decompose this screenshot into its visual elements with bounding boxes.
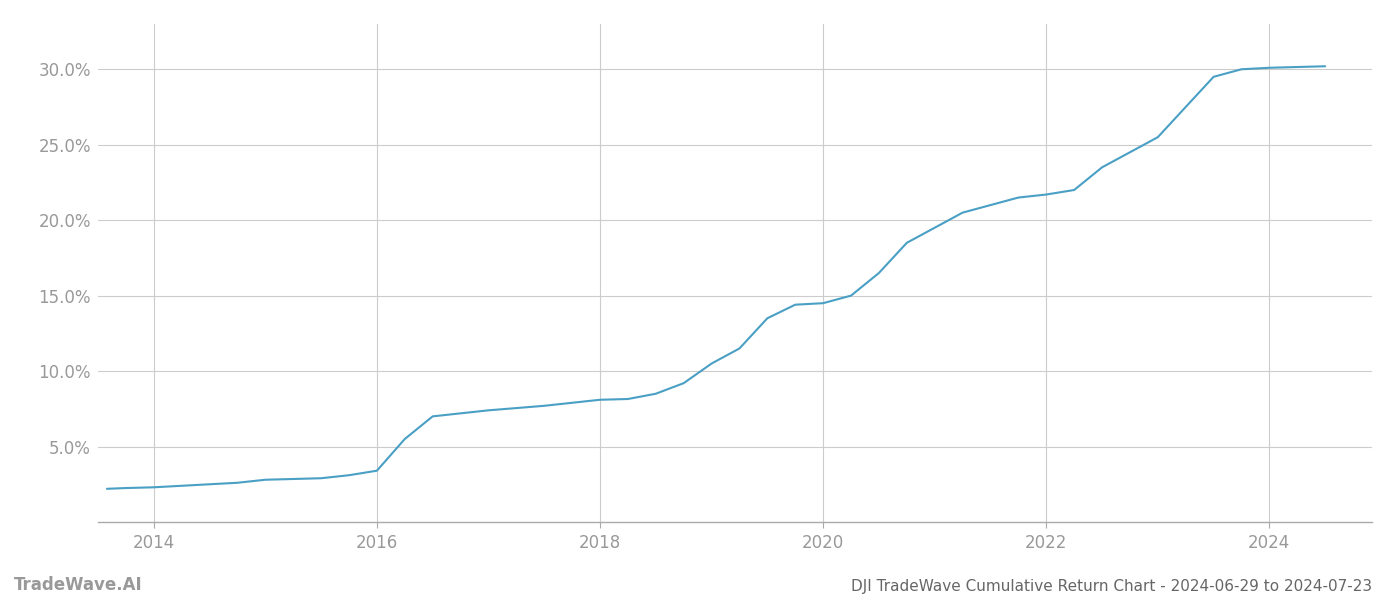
Text: DJI TradeWave Cumulative Return Chart - 2024-06-29 to 2024-07-23: DJI TradeWave Cumulative Return Chart - … bbox=[851, 579, 1372, 594]
Text: TradeWave.AI: TradeWave.AI bbox=[14, 576, 143, 594]
